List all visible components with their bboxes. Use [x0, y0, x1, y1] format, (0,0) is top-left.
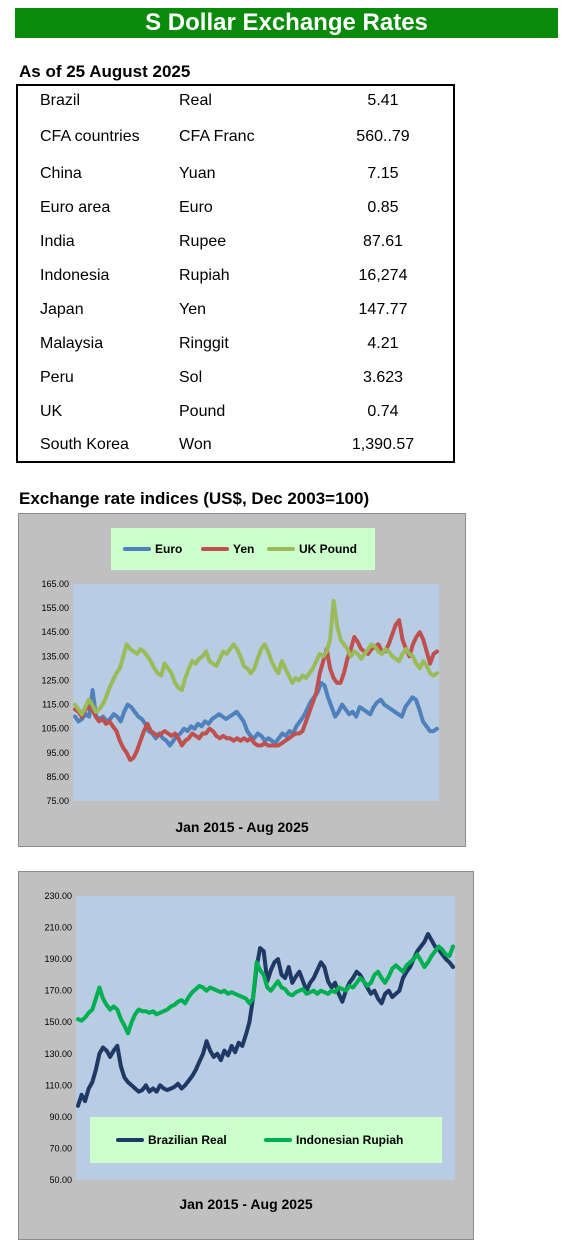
page-banner: S Dollar Exchange Rates [15, 8, 558, 38]
series-line-euro [73, 680, 439, 748]
chart-2-legend: Brazilian Real Indonesian Rupiah [90, 1117, 442, 1163]
rate-currency: Won [179, 436, 212, 453]
rate-country: Brazil [40, 92, 81, 109]
rate-country: Euro area [40, 199, 111, 216]
legend-item-brazilian-real: Brazilian Real [116, 1117, 227, 1163]
y-tick-label: 75.00 [46, 796, 69, 806]
series-line-uk-pound [73, 598, 439, 717]
rate-value: 1,390.57 [351, 436, 415, 453]
series-line-yen [73, 618, 439, 762]
rate-row: Malaysia Ringgit 4.21 [18, 335, 453, 369]
rate-currency: Yen [179, 301, 206, 318]
banner-title: S Dollar Exchange Rates [145, 9, 428, 36]
rate-currency: Real [179, 92, 212, 109]
rate-country: India [40, 233, 75, 250]
rate-value: 0.85 [367, 199, 399, 216]
legend-swatch [267, 547, 295, 551]
rate-row: Indonesia Rupiah 16,274 [18, 267, 453, 301]
rate-row: CFA countries CFA Franc 560..79 [18, 128, 453, 162]
rate-value: 0.74 [367, 403, 399, 420]
rate-row: Brazil Real 5.41 [18, 92, 453, 126]
rate-value: 5.41 [367, 92, 399, 109]
y-tick-label: 50.00 [49, 1175, 72, 1185]
y-tick-label: 85.00 [46, 772, 69, 782]
chart-1-legend: Euro Yen UK Pound [111, 528, 375, 570]
y-tick-label: 150.00 [44, 1017, 72, 1027]
rate-currency: Euro [179, 199, 213, 216]
legend-label: UK Pound [299, 542, 357, 556]
legend-item-uk-pound: UK Pound [267, 528, 357, 570]
y-tick-label: 130.00 [44, 1049, 72, 1059]
rate-country: Japan [40, 301, 84, 318]
chart-1-x-label: Jan 2015 - Aug 2025 [175, 819, 309, 835]
rate-country: Malaysia [40, 335, 104, 352]
legend-swatch [116, 1138, 144, 1142]
y-tick-label: 230.00 [44, 891, 72, 901]
y-tick-label: 95.00 [46, 748, 69, 758]
rate-currency: Sol [179, 369, 203, 386]
y-tick-label: 110.00 [45, 1080, 72, 1090]
y-tick-label: 145.00 [41, 627, 69, 637]
rate-currency: CFA Franc [179, 128, 255, 145]
y-tick-label: 210.00 [44, 923, 72, 933]
legend-swatch [264, 1138, 292, 1142]
legend-swatch [123, 547, 151, 551]
rate-currency: Yuan [179, 165, 216, 182]
rate-value: 87.61 [362, 233, 404, 250]
rate-value: 16,274 [358, 267, 408, 284]
y-tick-label: 125.00 [41, 675, 69, 685]
rate-value: 7.15 [367, 165, 399, 182]
legend-label: Euro [155, 542, 183, 556]
chart-panel-1: 165.00 155.00 145.00 135.00 125.00 115.00 105.… [18, 513, 466, 847]
plot-area [73, 584, 439, 801]
rate-country: China [40, 165, 82, 182]
rate-value: 147.77 [358, 301, 408, 318]
rate-currency: Rupee [179, 233, 227, 250]
series-line-brazilian-real [76, 931, 455, 1108]
y-tick-label: 170.00 [44, 986, 72, 996]
y-tick-label: 115.00 [42, 700, 69, 710]
rate-country: Indonesia [40, 267, 110, 284]
rate-country: CFA countries [40, 128, 140, 145]
legend-item-indonesian-rupiah: Indonesian Rupiah [264, 1117, 403, 1163]
legend-swatch [201, 547, 229, 551]
y-tick-label: 190.00 [44, 954, 72, 964]
chart-1-svg: 165.00 155.00 145.00 135.00 125.00 115.00 105.… [41, 579, 439, 806]
rate-country: South Korea [40, 436, 129, 453]
rate-row: Peru Sol 3.623 [18, 369, 453, 403]
rate-currency: Rupiah [179, 267, 230, 284]
indices-heading: Exchange rate indices (US$, Dec 2003=100… [19, 489, 370, 508]
rate-currency: Pound [179, 403, 226, 420]
rate-value: 560..79 [356, 128, 410, 145]
rate-row: China Yuan 7.15 [18, 165, 453, 199]
legend-label: Yen [233, 542, 255, 556]
chart-panel-2: 230.00 210.00 190.00 170.00 150.00 130.00 110.… [18, 871, 474, 1240]
rate-row: South Korea Won 1,390.57 [18, 436, 453, 470]
rates-heading: As of 25 August 2025 [19, 62, 191, 81]
rate-country: UK [40, 403, 63, 420]
rate-value: 4.21 [367, 335, 399, 352]
legend-item-euro: Euro [123, 528, 182, 570]
legend-label: Indonesian Rupiah [296, 1133, 404, 1147]
rate-currency: Ringgit [179, 335, 229, 352]
y-tick-label: 90.00 [49, 1112, 72, 1122]
series-line-indonesian-rupiah [76, 944, 455, 1036]
rates-table: Brazil Real 5.41 CFA countries CFA Franc 560.… [16, 84, 455, 463]
rate-country: Peru [40, 369, 74, 386]
chart-2-svg: 230.00 210.00 190.00 170.00 150.00 130.00 110.… [44, 891, 455, 1185]
legend-label: Brazilian Real [148, 1133, 227, 1147]
y-tick-label: 135.00 [41, 651, 69, 661]
y-tick-label: 70.00 [49, 1143, 72, 1153]
legend-item-yen: Yen [201, 528, 254, 570]
chart-2-x-label: Jan 2015 - Aug 2025 [179, 1196, 313, 1212]
rate-value: 3.623 [362, 369, 404, 386]
rate-row: India Rupee 87.61 [18, 233, 453, 267]
y-tick-label: 155.00 [41, 603, 69, 613]
rate-row: Euro area Euro 0.85 [18, 199, 453, 233]
rate-row: Japan Yen 147.77 [18, 301, 453, 335]
y-tick-label: 165.00 [41, 579, 69, 589]
y-tick-label: 105.00 [41, 724, 69, 734]
rate-row: UK Pound 0.74 [18, 403, 453, 437]
